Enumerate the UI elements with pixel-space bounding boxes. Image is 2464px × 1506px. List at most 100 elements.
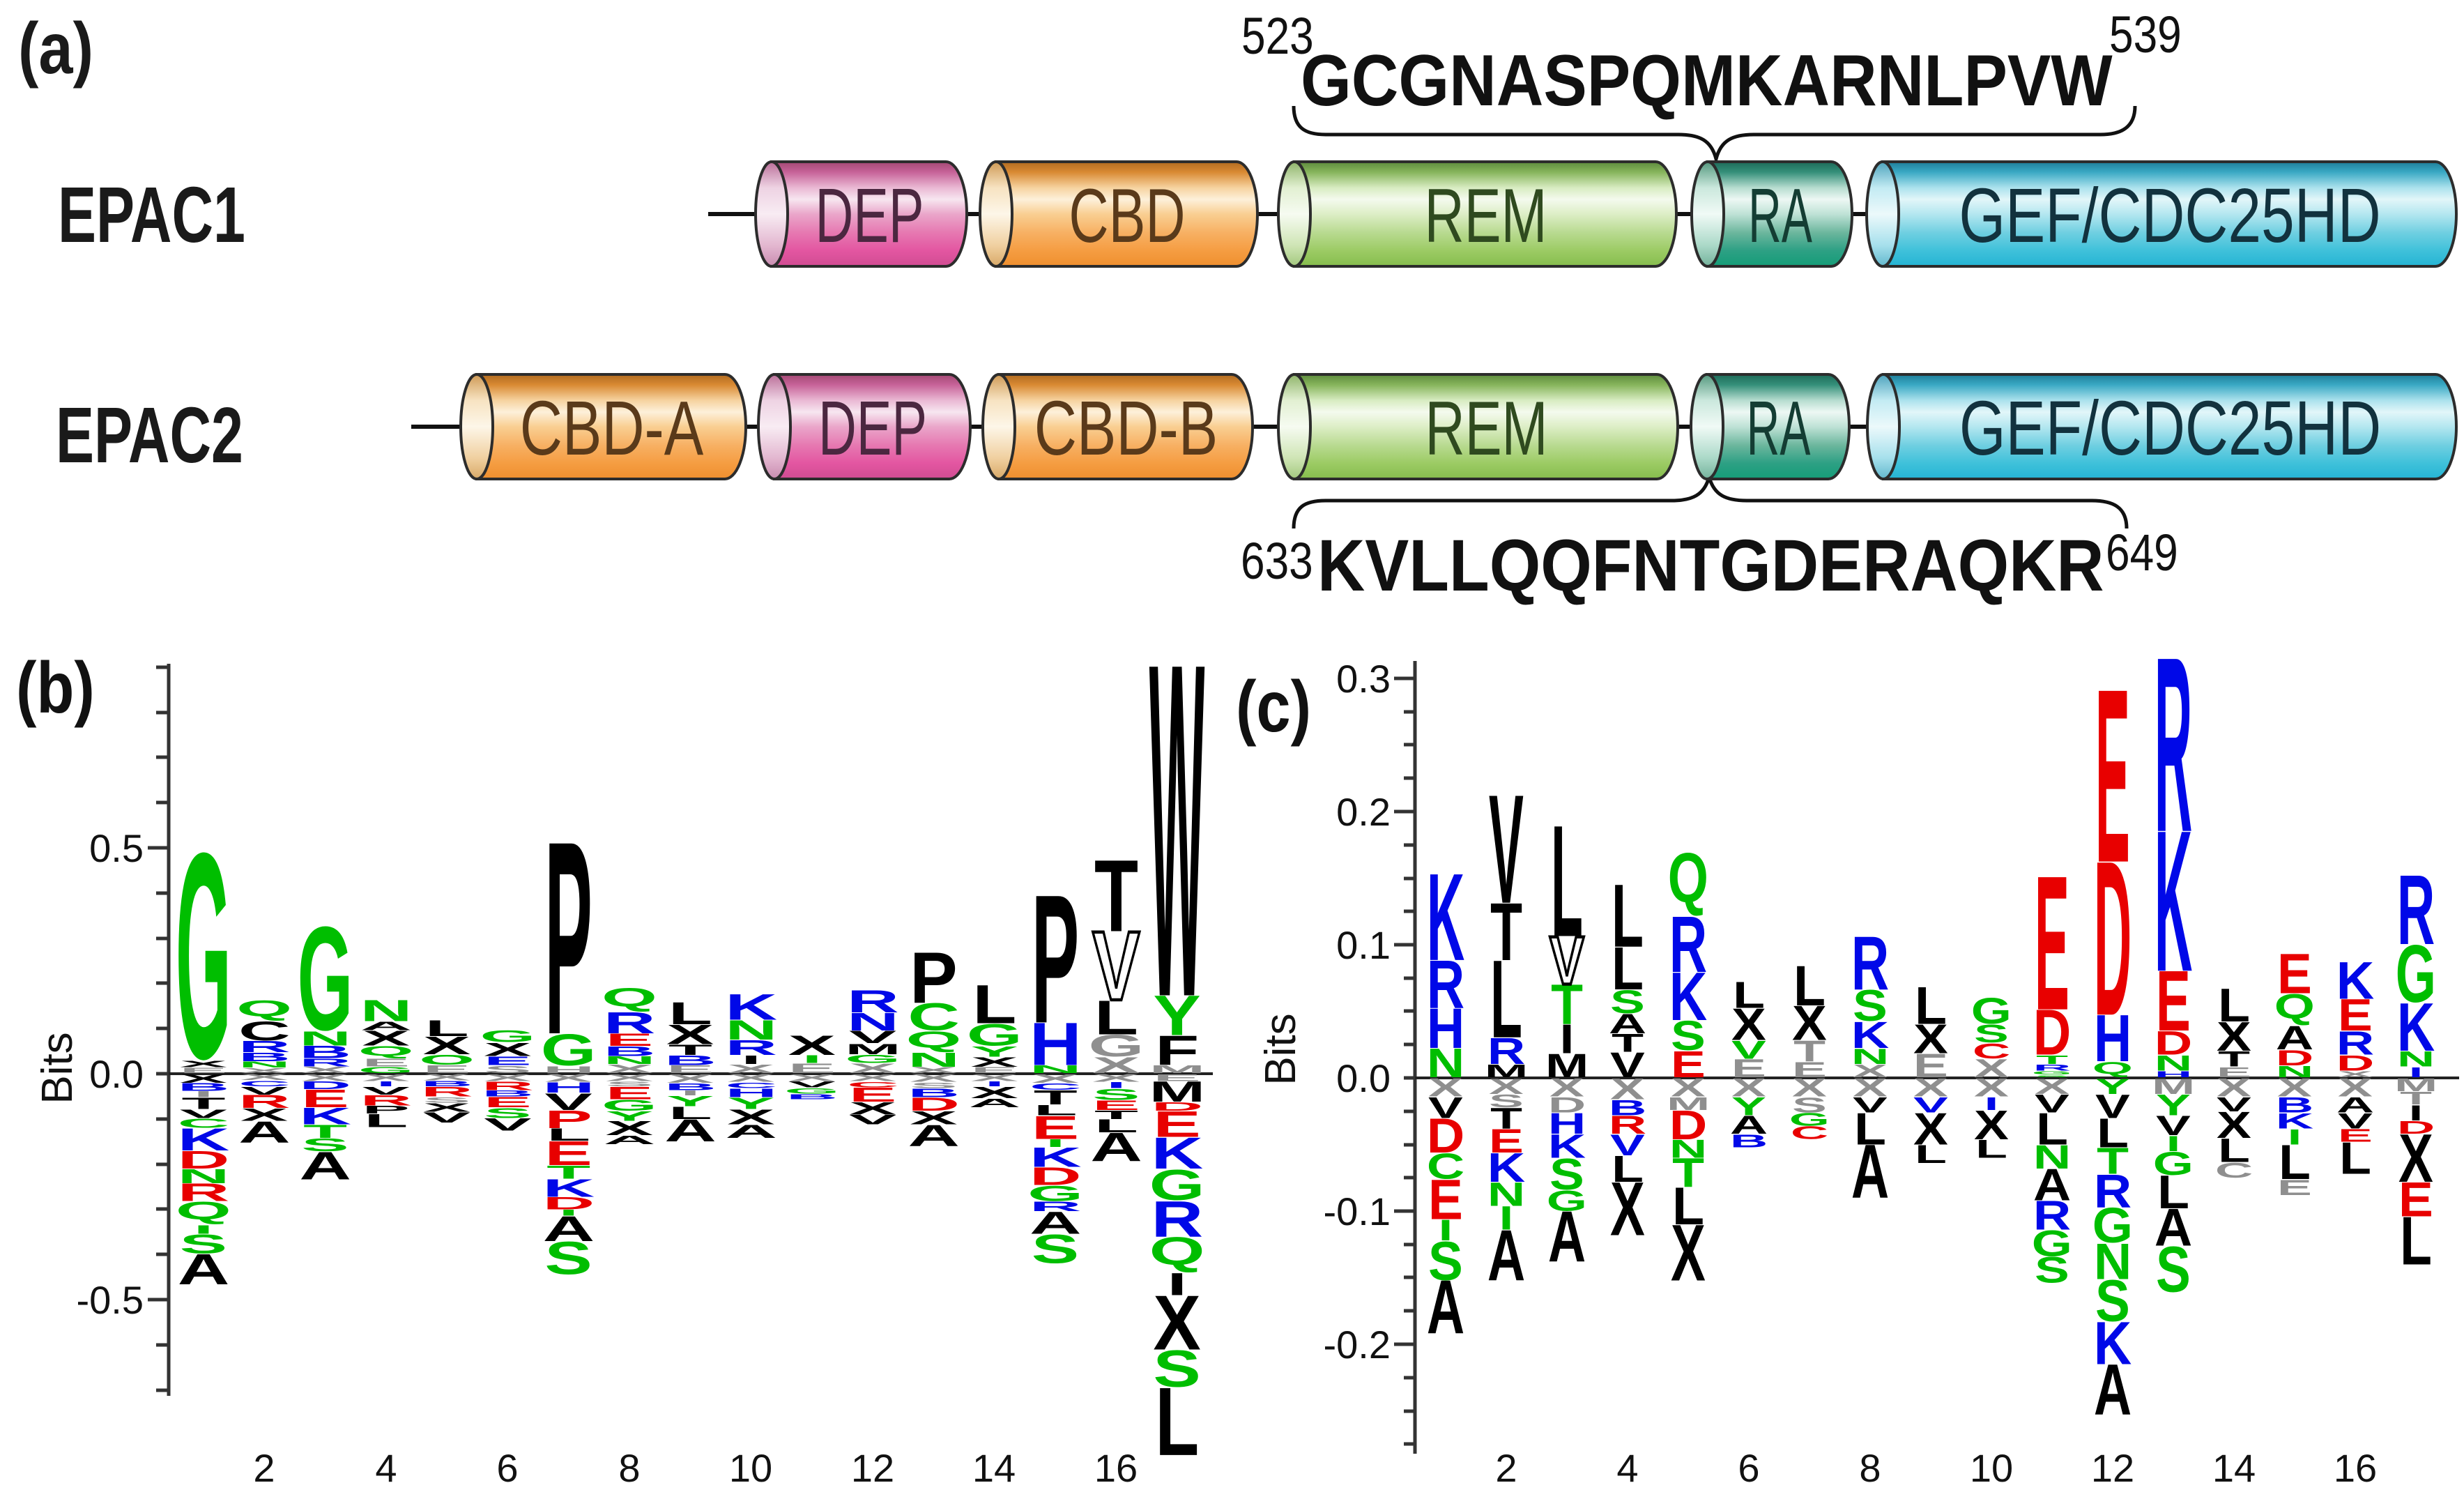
svg-text:L: L xyxy=(2036,1103,2068,1154)
svg-text:I: I xyxy=(741,1053,760,1066)
svg-text:X: X xyxy=(1153,1279,1200,1366)
svg-text:R: R xyxy=(847,984,899,1019)
svg-text:X: X xyxy=(1610,1072,1645,1106)
svg-text:A: A xyxy=(1609,1007,1646,1039)
svg-text:D: D xyxy=(1030,1162,1082,1190)
svg-text:DEP: DEP xyxy=(815,173,924,259)
svg-text:X: X xyxy=(544,1072,592,1084)
svg-text:I: I xyxy=(985,1080,1004,1088)
svg-text:0.0: 0.0 xyxy=(89,1052,144,1096)
svg-text:Q: Q xyxy=(1668,839,1708,917)
svg-text:C: C xyxy=(1030,1081,1082,1092)
svg-text:M: M xyxy=(2394,1074,2438,1095)
svg-text:C: C xyxy=(847,1080,899,1089)
svg-text:E: E xyxy=(423,1063,470,1075)
svg-text:N: N xyxy=(2094,1233,2132,1290)
svg-text:R: R xyxy=(1609,1110,1646,1139)
svg-text:R: R xyxy=(1030,1199,1082,1214)
svg-text:A: A xyxy=(2033,1159,2071,1210)
svg-text:T: T xyxy=(2400,1088,2432,1108)
svg-text:E: E xyxy=(2398,1172,2433,1227)
svg-text:G: G xyxy=(845,1052,901,1065)
svg-text:G: G xyxy=(1789,1109,1830,1130)
svg-text:R: R xyxy=(2155,605,2192,884)
svg-text:V: V xyxy=(2035,1089,2069,1118)
svg-text:N: N xyxy=(908,1049,960,1071)
svg-text:T: T xyxy=(1094,1108,1138,1121)
svg-text:L: L xyxy=(1672,1178,1704,1237)
svg-text:L: L xyxy=(364,1110,408,1131)
svg-text:C: C xyxy=(908,996,960,1039)
svg-text:A: A xyxy=(1851,1129,1889,1214)
svg-text:649: 649 xyxy=(2106,524,2178,581)
svg-text:N: N xyxy=(2033,1139,2071,1176)
svg-text:Y: Y xyxy=(606,1109,653,1124)
svg-text:K: K xyxy=(299,1103,351,1130)
svg-text:A: A xyxy=(1548,1197,1586,1278)
svg-text:Y: Y xyxy=(2156,1088,2191,1122)
svg-text:T: T xyxy=(1672,1150,1704,1196)
svg-text:R: R xyxy=(360,1092,413,1108)
svg-text:L: L xyxy=(668,996,712,1031)
svg-text:C: C xyxy=(238,1079,291,1088)
svg-text:X: X xyxy=(1792,1073,1827,1102)
svg-text:G: G xyxy=(1089,1028,1145,1063)
svg-text:12: 12 xyxy=(2091,1446,2134,1490)
svg-text:G: G xyxy=(2153,1146,2194,1182)
svg-text:X: X xyxy=(606,1117,653,1139)
svg-text:M: M xyxy=(1149,1076,1205,1109)
svg-text:I: I xyxy=(1984,1093,1999,1113)
svg-text:X: X xyxy=(1671,1073,1706,1102)
svg-text:E: E xyxy=(2338,990,2373,1040)
svg-text:X: X xyxy=(727,1072,775,1084)
svg-text:X: X xyxy=(788,1072,836,1083)
svg-text:Bits: Bits xyxy=(1257,1013,1305,1085)
svg-text:T: T xyxy=(546,1162,590,1182)
svg-text:GCGNASPQMKARNLPVW: GCGNASPQMKARNLPVW xyxy=(1301,39,2113,121)
svg-text:I: I xyxy=(2409,1101,2424,1126)
svg-text:T: T xyxy=(1793,1035,1826,1068)
svg-text:H: H xyxy=(2094,1002,2132,1077)
svg-text:X: X xyxy=(971,1083,1018,1102)
svg-text:X: X xyxy=(727,1106,774,1130)
svg-text:I: I xyxy=(376,1080,396,1088)
svg-text:E: E xyxy=(2035,835,2069,1050)
svg-text:H: H xyxy=(1427,996,1464,1060)
svg-text:L: L xyxy=(1155,1367,1199,1476)
svg-text:X: X xyxy=(849,1099,897,1118)
svg-text:EPAC1: EPAC1 xyxy=(58,170,245,259)
svg-text:4: 4 xyxy=(375,1446,397,1490)
svg-text:R: R xyxy=(2033,1063,2071,1072)
svg-text:S: S xyxy=(423,1095,470,1104)
svg-text:A: A xyxy=(664,1113,717,1148)
svg-text:RA: RA xyxy=(1747,386,1811,471)
svg-text:Y: Y xyxy=(2095,1074,2130,1099)
svg-text:E: E xyxy=(544,1134,592,1173)
svg-text:E: E xyxy=(788,1061,836,1077)
svg-text:K: K xyxy=(543,1174,595,1202)
svg-text:L: L xyxy=(1094,1116,1138,1136)
svg-text:R: R xyxy=(1427,946,1464,1023)
svg-text:B: B xyxy=(178,1081,230,1093)
svg-text:X: X xyxy=(484,1072,532,1083)
svg-text:E: E xyxy=(849,1083,896,1106)
svg-text:I: I xyxy=(194,1223,213,1236)
svg-text:M: M xyxy=(2152,1074,2195,1099)
svg-text:K: K xyxy=(1669,958,1707,1035)
svg-text:A: A xyxy=(360,1019,413,1033)
svg-text:12: 12 xyxy=(851,1446,894,1490)
svg-text:D: D xyxy=(543,1194,595,1213)
svg-text:R: R xyxy=(604,1005,656,1040)
svg-text:R: R xyxy=(421,1084,473,1099)
svg-text:X: X xyxy=(301,1072,349,1083)
svg-text:D: D xyxy=(1427,1109,1464,1163)
svg-text:Y: Y xyxy=(971,1044,1018,1060)
svg-text:Y: Y xyxy=(1153,984,1200,1047)
svg-text:Bits: Bits xyxy=(33,1032,82,1104)
svg-text:N: N xyxy=(238,1060,291,1070)
svg-text:R: R xyxy=(2397,855,2435,966)
svg-text:T: T xyxy=(1551,973,1583,1037)
svg-text:4: 4 xyxy=(1616,1446,1638,1490)
svg-text:X: X xyxy=(423,1101,470,1115)
svg-text:V: V xyxy=(2095,1088,2130,1125)
